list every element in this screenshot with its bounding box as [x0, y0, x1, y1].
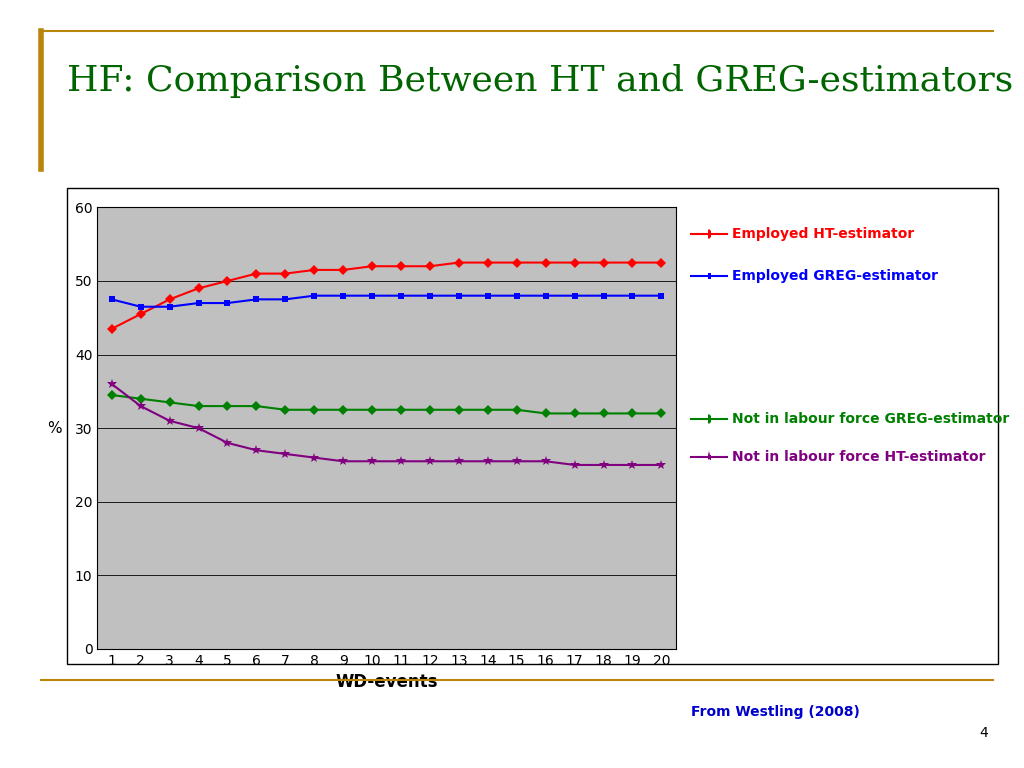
Text: Employed HT-estimator: Employed HT-estimator	[732, 227, 914, 241]
Text: 4: 4	[979, 727, 988, 740]
Y-axis label: %: %	[47, 421, 61, 435]
X-axis label: WD-events: WD-events	[335, 674, 438, 691]
Text: Not in labour force GREG-estimator: Not in labour force GREG-estimator	[732, 412, 1010, 425]
Text: From Westling (2008): From Westling (2008)	[691, 705, 860, 719]
Text: Not in labour force HT-estimator: Not in labour force HT-estimator	[732, 450, 986, 464]
Text: HF: Comparison Between HT and GREG-estimators: HF: Comparison Between HT and GREG-estim…	[67, 64, 1013, 98]
Text: Employed GREG-estimator: Employed GREG-estimator	[732, 270, 938, 283]
